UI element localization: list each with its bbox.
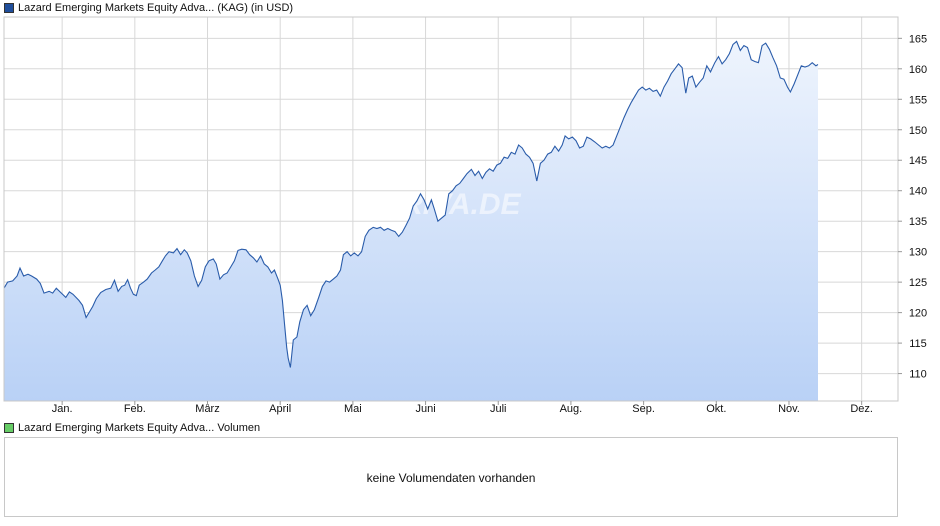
price-series-swatch (4, 3, 14, 13)
x-tick-label: Okt. (706, 403, 726, 415)
y-axis: 110 115 120 125 130 135 140 145 150 155 160 165 (898, 33, 927, 381)
price-chart: ARIVA.DE 1101151201251301351401451501551… (3, 16, 927, 415)
price-area-fill (4, 41, 818, 402)
x-tick-label: Juni (415, 403, 435, 415)
y-tick-label: 145 (909, 155, 927, 167)
x-tick-label: Mai (344, 403, 362, 415)
x-tick-label: Feb. (124, 403, 146, 415)
x-tick-label: Jan. (52, 403, 73, 415)
x-tick-label: Sep. (632, 403, 655, 415)
x-tick-label: Dez. (850, 403, 873, 415)
volume-series-label: Lazard Emerging Markets Equity Adva... V… (18, 422, 261, 434)
y-tick-label: 140 (909, 186, 927, 198)
y-tick-label: 165 (909, 33, 927, 45)
y-tick-label: 120 (909, 308, 927, 320)
plot-frame (3, 16, 899, 402)
x-tick-label: Nov. (778, 403, 800, 415)
y-tick-label: 125 (909, 277, 927, 289)
price-chart-legend: Lazard Emerging Markets Equity Adva... (… (4, 1, 293, 15)
x-tick-label: März (195, 403, 219, 415)
y-tick-label: 115 (909, 338, 927, 350)
volume-panel: keine Volumendaten vorhanden (4, 437, 898, 517)
y-tick-label: 155 (909, 94, 927, 106)
x-tick-label: Aug. (560, 403, 583, 415)
x-axis: Jan. Feb. März April Mai Juni Juli Aug. Sep. Okt.… (52, 401, 873, 415)
volume-series-swatch (4, 423, 14, 433)
y-tick-label: 110 (909, 369, 927, 381)
y-tick-label: 135 (909, 216, 927, 228)
price-line (3, 40, 819, 368)
volume-empty-message: keine Volumendaten vorhanden (366, 471, 536, 485)
x-tick-label: Juli (490, 403, 507, 415)
x-tick-label: April (269, 403, 291, 415)
price-series-label: Lazard Emerging Markets Equity Adva... (… (18, 2, 294, 14)
y-tick-label: 130 (909, 247, 927, 259)
y-tick-label: 160 (909, 64, 927, 76)
y-tick-label: 150 (909, 125, 927, 137)
volume-chart-legend: Lazard Emerging Markets Equity Adva... V… (4, 421, 260, 435)
